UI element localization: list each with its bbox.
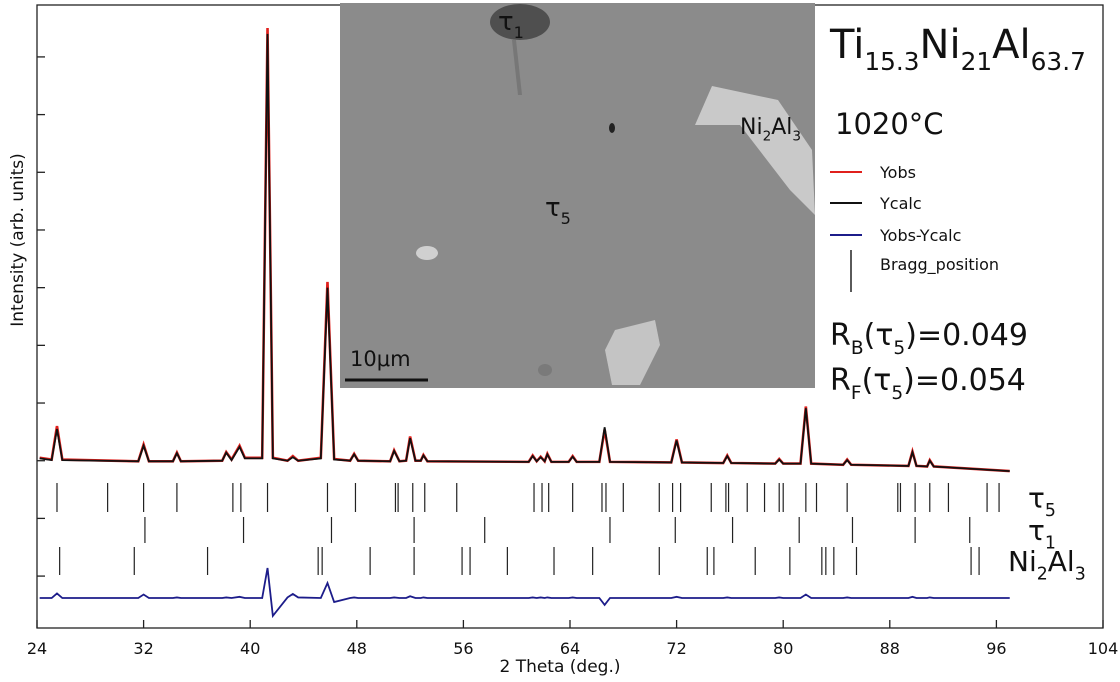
- temperature: 1020°C: [835, 107, 944, 141]
- text-part: (τ: [862, 363, 892, 398]
- fit-factor: RF(τ5)=0.054: [830, 363, 1026, 404]
- grain-streak: [512, 40, 522, 95]
- text-part: τ: [1028, 482, 1045, 515]
- text-part: 5: [891, 383, 903, 404]
- x-axis-label: 2 Theta (deg.): [499, 657, 620, 677]
- text-part: τ: [545, 193, 561, 223]
- legend-label: Yobs: [879, 163, 916, 182]
- light-grain: [605, 320, 660, 385]
- text-part: 5: [893, 338, 905, 359]
- text-part: 2: [1037, 564, 1048, 584]
- text-part: (τ: [864, 318, 894, 353]
- text-part: Al: [1048, 545, 1075, 578]
- legend-label: Ycalc: [879, 194, 922, 213]
- text-part: 2: [763, 129, 772, 145]
- legend-label: Bragg_position: [880, 255, 999, 275]
- phase-annotation: Ni2Al3: [740, 115, 801, 145]
- x-tick-label: 32: [133, 639, 153, 658]
- text-part: Ni: [920, 22, 961, 68]
- series-line: [39, 567, 1010, 619]
- text-part: 5: [1045, 501, 1056, 521]
- text-part: B: [851, 338, 864, 359]
- scale-bar-label: 10μm: [350, 347, 411, 371]
- pore: [538, 364, 552, 376]
- y-axis-label: Intensity (arb. units): [8, 153, 28, 326]
- x-tick-label: 48: [347, 639, 367, 658]
- x-tick-label: 80: [773, 639, 793, 658]
- small-grain: [416, 246, 438, 260]
- text-part: )=0.054: [903, 363, 1026, 398]
- x-tick-label: 24: [27, 639, 47, 658]
- text-part: 1: [514, 23, 524, 42]
- tau1-grain: [490, 4, 550, 40]
- phase-label: τ5: [1028, 482, 1056, 521]
- text-part: 21: [961, 47, 993, 76]
- text-part: τ: [1028, 514, 1045, 547]
- text-part: R: [830, 363, 851, 398]
- text-part: 3: [792, 129, 801, 145]
- ni2al3-grain: [695, 86, 815, 215]
- x-tick-label: 72: [666, 639, 686, 658]
- annotations: Ti15.3Ni21Al63.7 1020°C Yobs Ycalc Yobs-Ycal…: [829, 22, 1086, 404]
- x-tick-label: 104: [1088, 639, 1119, 658]
- text-part: F: [851, 383, 862, 404]
- legend-label: Yobs-Ycalc: [879, 226, 961, 245]
- x-tick-label: 56: [453, 639, 473, 658]
- text-part: 5: [561, 209, 571, 228]
- text-part: 15.3: [864, 47, 919, 76]
- text-part: Al: [771, 115, 792, 140]
- phase-annotation: τ1: [498, 7, 524, 42]
- x-tick-label: 88: [880, 639, 900, 658]
- text-part: τ: [498, 7, 514, 37]
- phase-label: Ni2Al3: [1008, 545, 1086, 584]
- text-part: Ti: [829, 22, 864, 68]
- composition-title: Ti15.3Ni21Al63.7: [829, 22, 1086, 76]
- text-part: 3: [1075, 564, 1086, 584]
- x-tick-label: 96: [986, 639, 1006, 658]
- text-part: 1: [1045, 533, 1056, 553]
- phase-annotation: τ5: [545, 193, 571, 228]
- x-tick-label: 40: [240, 639, 260, 658]
- micrograph-background: [340, 3, 815, 388]
- fit-factor: RB(τ5)=0.049: [830, 318, 1028, 359]
- text-part: 63.7: [1031, 47, 1086, 76]
- pore: [609, 123, 615, 133]
- text-part: )=0.049: [905, 318, 1028, 353]
- text-part: R: [830, 318, 851, 353]
- text-part: Ni: [740, 115, 763, 140]
- phase-label: τ1: [1028, 514, 1056, 553]
- series-line: [39, 33, 1010, 472]
- text-part: Ni: [1008, 545, 1037, 578]
- text-part: Al: [992, 22, 1030, 68]
- x-tick-label: 64: [560, 639, 580, 658]
